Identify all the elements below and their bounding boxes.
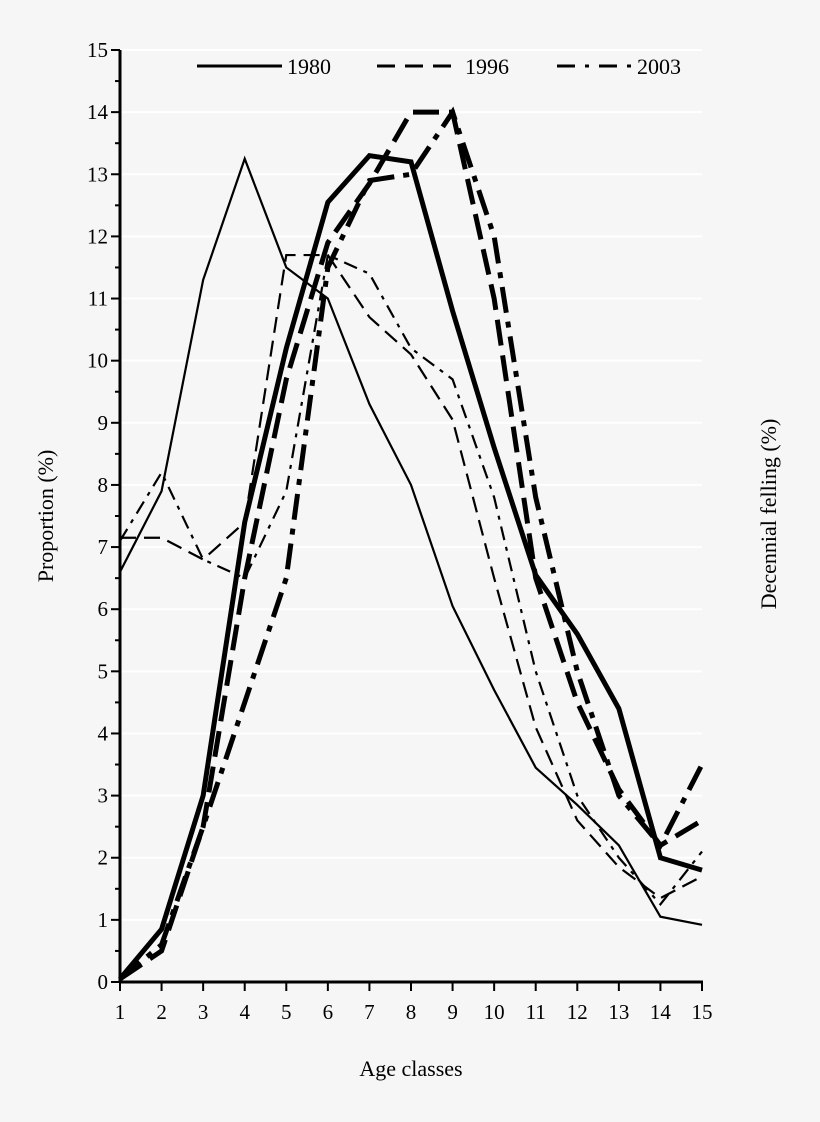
x-tick-label: 5 [281,1000,292,1024]
series-line-1980-proportion [119,155,703,926]
y-tick-label: 6 [98,597,109,621]
y2-axis-title: Decennial felling (%) [756,419,781,610]
legend: 1980 1996 2003 [197,54,681,79]
y-tick-label: 4 [98,721,109,745]
y-tick-label: 1 [98,908,109,932]
y-tick-label: 2 [98,846,109,870]
x-tick-label: 11 [526,1000,546,1024]
x-tick-label: 12 [567,1000,588,1024]
series-line-2003-proportion [119,253,703,907]
x-tick-label: 2 [156,1000,167,1024]
x-tick-label: 10 [484,1000,505,1024]
x-tick-label: 9 [447,1000,458,1024]
x-tick-label: 7 [364,1000,375,1024]
y-tick-label: 3 [98,784,109,808]
y-tick-label: 12 [87,224,108,248]
x-tick-label: 14 [650,1000,672,1024]
y-axis-title: Proportion (%) [33,450,58,583]
y-tick-label: 7 [98,535,109,559]
series-line-1980-felling [118,152,703,981]
y-tick-label: 5 [98,659,109,683]
y-tick-label: 11 [88,287,108,311]
x-tick-label: 13 [608,1000,629,1024]
series-line-1996-proportion [120,253,703,900]
x-tick-label: 8 [406,1000,417,1024]
x-tick-label: 15 [692,1000,713,1024]
y-tick-label: 8 [98,473,109,497]
legend-label-1980: 1980 [287,54,331,79]
y-tick-label: 9 [98,411,109,435]
y-tick-label: 13 [87,162,108,186]
x-axis-title: Age classes [359,1056,462,1081]
y-tick-label: 0 [98,970,109,994]
x-tick-label: 1 [115,1000,126,1024]
y-tick-label: 10 [87,349,108,373]
x-tick-label: 3 [198,1000,209,1024]
legend-label-2003: 2003 [637,54,681,79]
x-tick-label: 4 [239,1000,250,1024]
y-tick-label: 15 [87,38,108,62]
series-line-1996-felling [118,109,704,981]
series-group [118,106,705,981]
series-line-2003-felling [118,106,705,981]
legend-label-1996: 1996 [465,54,509,79]
x-tick-label: 6 [323,1000,334,1024]
y-tick-label: 14 [87,100,109,124]
